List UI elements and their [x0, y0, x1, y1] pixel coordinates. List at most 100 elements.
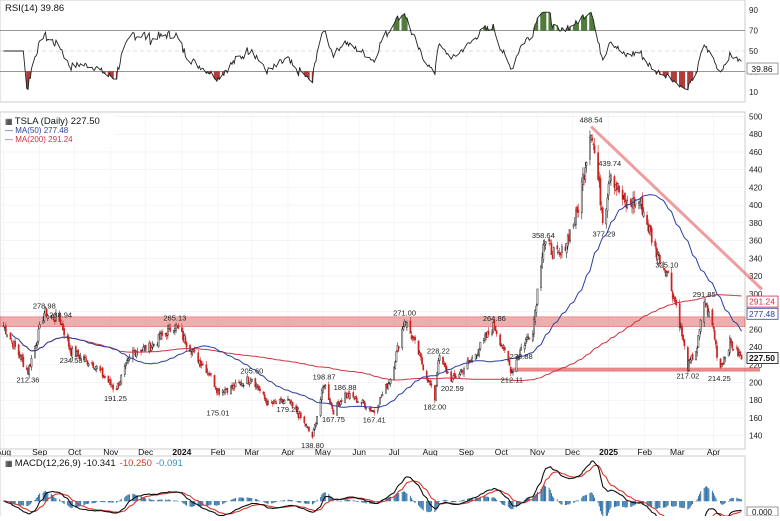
macd-hist-bar [410, 496, 411, 502]
price-annotation: 488.54 [580, 116, 603, 125]
candle-body [536, 306, 537, 313]
candle-body [463, 369, 464, 374]
rsi-value-label: 39.86 [751, 64, 773, 74]
candle-body [624, 193, 625, 202]
candle-body [708, 312, 709, 317]
candle-body [243, 385, 244, 386]
candle-body [398, 346, 399, 348]
macd-hist-bar [666, 501, 667, 506]
right-price-label: 291.24 [749, 297, 775, 307]
macd-hist-bar [111, 501, 112, 503]
candle-body [194, 350, 195, 351]
macd-hist-bar [682, 501, 683, 508]
macd-hist-bar [243, 498, 244, 501]
macd-hist-bar [713, 493, 714, 501]
candle-body [207, 372, 208, 373]
macd-hist-bar [601, 501, 602, 514]
macd-hist-bar [314, 501, 315, 502]
macd-hist-bar [39, 494, 40, 502]
macd-hist-bar [321, 495, 322, 502]
candle-body [630, 199, 631, 203]
macd-hist-bar [443, 500, 444, 501]
price-tick-label: 460 [749, 148, 763, 157]
macd-hist-bar [234, 499, 235, 502]
price-annotation: 167.75 [322, 415, 345, 424]
macd-hist-bar [684, 501, 685, 508]
macd-hist-bar [235, 498, 236, 501]
price-annotation: 198.87 [313, 372, 336, 381]
macd-hist-bar [95, 501, 96, 503]
macd-hist-bar [177, 501, 178, 502]
candle-body [439, 356, 440, 361]
macd-hist-bar [214, 501, 215, 505]
macd-hist-bar [609, 501, 610, 510]
ma200-legend-swatch: — [5, 135, 15, 144]
candle-body [331, 402, 332, 404]
macd-hist-bar [250, 498, 251, 501]
macd-hist-bar [307, 501, 308, 504]
right-price-label: 277.48 [749, 309, 775, 319]
macd-hist-bar [248, 498, 249, 502]
candle-body [396, 352, 397, 362]
macd-hist-bar [186, 501, 187, 506]
macd-hist-bar [722, 501, 723, 505]
macd-hist-bar [550, 490, 551, 501]
macd-hist-bar [104, 501, 105, 502]
macd-hist-bar [30, 501, 31, 504]
price-annotation: 175.01 [207, 409, 230, 418]
candle-body [377, 408, 378, 412]
candle-body [410, 321, 411, 333]
macd-hist-bar [273, 501, 274, 503]
candle-body [313, 429, 314, 436]
macd-hist-bar [338, 501, 339, 502]
macd-hist-bar [426, 501, 427, 512]
macd-hist-bar [553, 498, 554, 502]
candle-body [333, 410, 334, 414]
macd-hist-bar [405, 492, 406, 501]
macd-hist-bar [158, 500, 159, 502]
macd-hist-bar [61, 501, 62, 502]
rsi-label: RSI(14) 39.86 [5, 3, 64, 14]
macd-hist-bar [357, 501, 358, 502]
candle-body [151, 347, 152, 350]
macd-hist-bar [692, 501, 693, 504]
macd-hist-bar [346, 500, 347, 502]
candle-body [328, 385, 329, 400]
candle-body [64, 329, 65, 336]
macd-hist-bar [656, 501, 657, 509]
macd-hist-bar [567, 501, 568, 504]
macd-hist-bar [504, 501, 505, 506]
price-annotation: 271.00 [393, 309, 416, 318]
macd-hist-bar [725, 501, 726, 503]
ma50-legend: — MA(50) 277.48 [5, 126, 69, 135]
price-annotation: 238.88 [510, 352, 533, 361]
candle-body [503, 345, 504, 347]
macd-hist-bar [614, 501, 615, 507]
price-annotation: 212.11 [501, 376, 523, 385]
price-tick-label: 480 [749, 130, 763, 139]
macd-hist-bar [732, 498, 733, 501]
candle-body [592, 138, 593, 140]
macd-hist-bar [705, 487, 706, 502]
candle-body [721, 365, 722, 367]
macd-hist-bar [173, 500, 174, 501]
macd-hist-bar [600, 501, 601, 511]
candle-body [712, 310, 713, 325]
candle-body [214, 375, 215, 386]
candle-body [683, 335, 684, 340]
candle-body [341, 400, 342, 401]
macd-hist-bar [420, 501, 421, 508]
macd-hist-bar [557, 499, 558, 501]
macd-hist-bar [60, 501, 61, 502]
macd-hist-bar [53, 496, 54, 501]
candle-body [38, 329, 39, 341]
candle-body [110, 380, 111, 385]
macd-hist-bar [712, 491, 713, 502]
candle-body [553, 248, 554, 259]
candle-body [87, 361, 88, 364]
macd-hist-bar [94, 501, 95, 503]
candle-body [468, 360, 469, 361]
macd-label: ▦ MACD(12,26,9) -10.341-10.250-0.091 [5, 458, 183, 469]
candle-body [275, 401, 276, 402]
